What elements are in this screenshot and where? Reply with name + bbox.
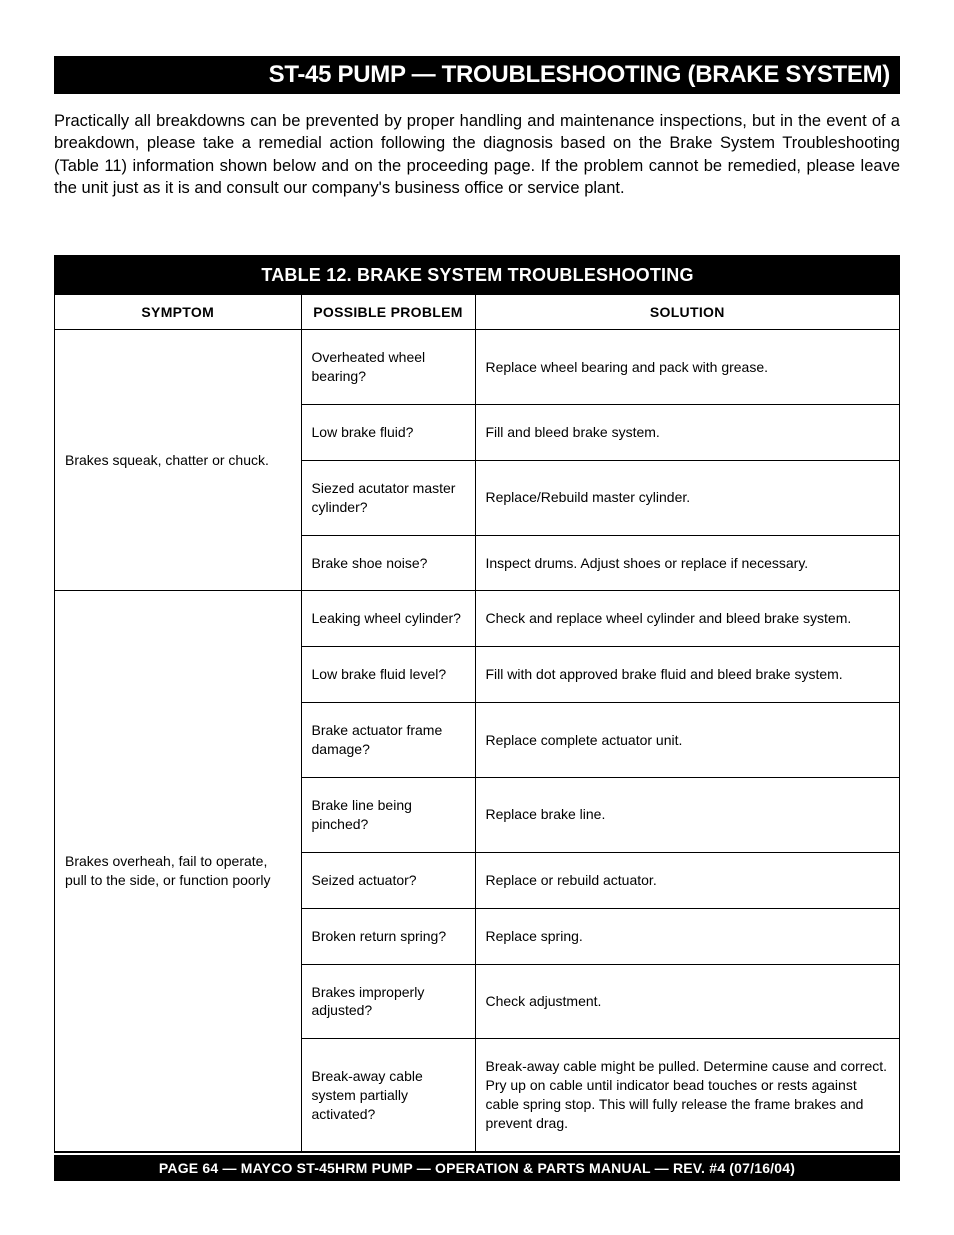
symptom-cell: Brakes overheah, fail to operate, pull t…: [55, 591, 301, 1151]
problem-cell: Brake shoe noise?: [301, 535, 475, 591]
page-header-title: ST-45 PUMP — TROUBLESHOOTING (BRAKE SYST…: [269, 61, 890, 89]
solution-cell: Replace/Rebuild master cylinder.: [475, 460, 900, 535]
solution-cell: Replace brake line.: [475, 777, 900, 852]
page-header-bar: ST-45 PUMP — TROUBLESHOOTING (BRAKE SYST…: [54, 56, 900, 94]
col-header-symptom: SYMPTOM: [55, 295, 301, 330]
symptom-cell: Brakes squeak, chatter or chuck.: [55, 330, 301, 591]
solution-cell: Fill and bleed brake system.: [475, 404, 900, 460]
problem-cell: Brake line being pinched?: [301, 777, 475, 852]
solution-cell: Replace or rebuild actuator.: [475, 852, 900, 908]
troubleshooting-table: SYMPTOM POSSIBLE PROBLEM SOLUTION Brakes…: [55, 295, 900, 1152]
problem-cell: Brake actuator frame damage?: [301, 703, 475, 778]
solution-cell: Check adjustment.: [475, 964, 900, 1039]
solution-cell: Replace wheel bearing and pack with grea…: [475, 330, 900, 405]
col-header-problem: POSSIBLE PROBLEM: [301, 295, 475, 330]
problem-cell: Low brake fluid level?: [301, 647, 475, 703]
problem-cell: Overheated wheel bearing?: [301, 330, 475, 405]
problem-cell: Seized actuator?: [301, 852, 475, 908]
page-footer-text: PAGE 64 — MAYCO ST-45HRM PUMP — OPERATIO…: [159, 1160, 795, 1176]
table-title: TABLE 12. BRAKE SYSTEM TROUBLESHOOTING: [55, 256, 900, 295]
table-header-row: SYMPTOM POSSIBLE PROBLEM SOLUTION: [55, 295, 900, 330]
intro-paragraph: Practically all breakdowns can be preven…: [54, 110, 900, 199]
troubleshooting-table-wrap: TABLE 12. BRAKE SYSTEM TROUBLESHOOTING S…: [54, 255, 900, 1153]
problem-cell: Leaking wheel cylinder?: [301, 591, 475, 647]
solution-cell: Break-away cable might be pulled. Determ…: [475, 1039, 900, 1152]
problem-cell: Break-away cable system partially activa…: [301, 1039, 475, 1152]
problem-cell: Brakes improperly adjusted?: [301, 964, 475, 1039]
table-row: Brakes squeak, chatter or chuck. Overhea…: [55, 330, 900, 405]
problem-cell: Low brake fluid?: [301, 404, 475, 460]
table-body: Brakes squeak, chatter or chuck. Overhea…: [55, 330, 900, 1152]
solution-cell: Replace spring.: [475, 908, 900, 964]
solution-cell: Check and replace wheel cylinder and ble…: [475, 591, 900, 647]
problem-cell: Broken return spring?: [301, 908, 475, 964]
page-footer-bar: PAGE 64 — MAYCO ST-45HRM PUMP — OPERATIO…: [54, 1155, 900, 1181]
solution-cell: Fill with dot approved brake fluid and b…: [475, 647, 900, 703]
solution-cell: Inspect drums. Adjust shoes or replace i…: [475, 535, 900, 591]
problem-cell: Siezed acutator master cylinder?: [301, 460, 475, 535]
table-row: Brakes overheah, fail to operate, pull t…: [55, 591, 900, 647]
solution-cell: Replace complete actuator unit.: [475, 703, 900, 778]
col-header-solution: SOLUTION: [475, 295, 900, 330]
